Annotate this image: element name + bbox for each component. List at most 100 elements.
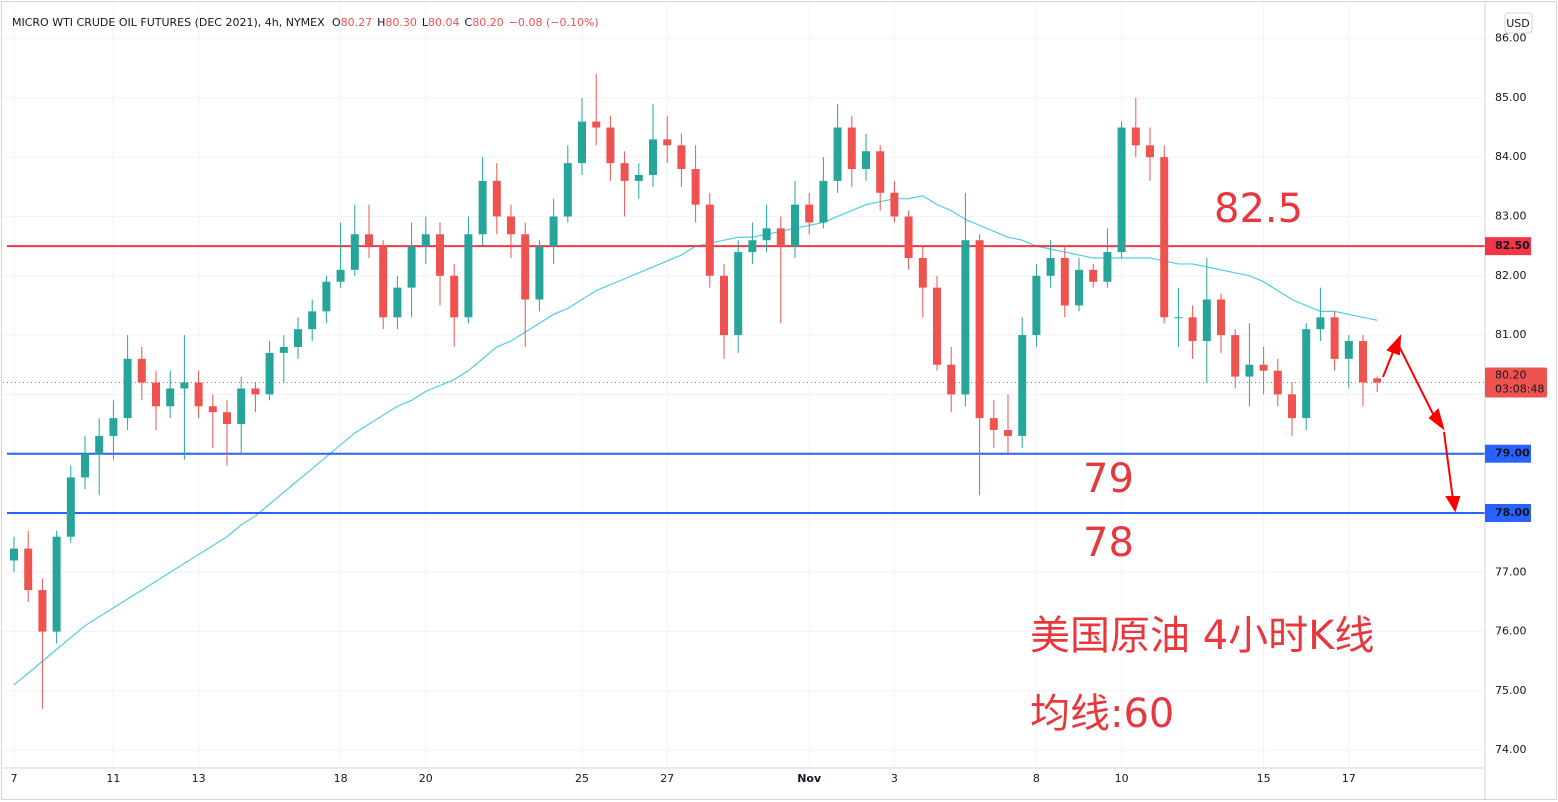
candle-body bbox=[1174, 317, 1183, 319]
arrow-head bbox=[1428, 408, 1445, 431]
currency[interactable]: USD bbox=[1506, 17, 1530, 30]
arrow-line bbox=[1443, 431, 1454, 501]
candle-body bbox=[791, 204, 799, 247]
candle-body bbox=[1117, 127, 1126, 253]
x-tick-label: 18 bbox=[334, 772, 348, 785]
candle-body bbox=[989, 418, 998, 430]
candle-body bbox=[1046, 258, 1055, 276]
candle-body bbox=[720, 275, 728, 336]
candle-body bbox=[294, 329, 302, 347]
candle-body bbox=[95, 435, 104, 454]
candle-body bbox=[109, 418, 118, 436]
candle-body bbox=[1075, 269, 1083, 306]
annotation: 均线:60 bbox=[1030, 691, 1174, 737]
candle-body bbox=[350, 234, 359, 270]
annotation: 82.5 bbox=[1214, 186, 1303, 232]
candle-body bbox=[52, 536, 61, 632]
l-label: L bbox=[422, 16, 429, 29]
candle-body bbox=[876, 151, 885, 193]
candle-body bbox=[578, 121, 586, 164]
candle-body bbox=[279, 346, 288, 353]
candle-body bbox=[24, 548, 33, 591]
candle-body bbox=[1316, 317, 1325, 330]
x-tick-label: Nov bbox=[797, 772, 822, 785]
candle-body bbox=[336, 269, 345, 282]
candle-body bbox=[961, 240, 970, 395]
candle-body bbox=[634, 174, 643, 181]
candle-body bbox=[862, 151, 870, 170]
arrows bbox=[1382, 334, 1461, 513]
level-label: 78.00 bbox=[1495, 506, 1530, 519]
l-value: 80.04 bbox=[428, 16, 460, 29]
candle-body bbox=[180, 382, 189, 389]
candle-body bbox=[407, 246, 416, 288]
level-label: 79.00 bbox=[1495, 447, 1530, 460]
x-tick-label: 20 bbox=[419, 772, 433, 785]
currency-button[interactable] bbox=[1504, 12, 1533, 34]
x-tick-label: 25 bbox=[575, 772, 589, 785]
candle-body bbox=[1273, 370, 1282, 395]
candle-body bbox=[1344, 341, 1353, 359]
x-tick-label: 13 bbox=[192, 772, 206, 785]
candle-body bbox=[123, 358, 132, 419]
candle-body bbox=[1373, 378, 1382, 383]
x-tick-label: 10 bbox=[1115, 772, 1129, 785]
candle-body bbox=[464, 234, 473, 318]
candle-body bbox=[379, 246, 388, 318]
x-tick-label: 11 bbox=[106, 772, 120, 785]
candle-body bbox=[251, 388, 260, 395]
candle-body bbox=[365, 234, 373, 247]
candle-body bbox=[194, 382, 203, 407]
candle-body bbox=[1103, 252, 1112, 282]
candle-body bbox=[10, 548, 18, 561]
candle-body bbox=[1160, 157, 1169, 318]
candle-body bbox=[549, 216, 558, 247]
x-tick-label: 27 bbox=[660, 772, 674, 785]
candle-body bbox=[705, 204, 714, 276]
candle-body bbox=[819, 180, 828, 223]
title: MICRO WTI CRUDE OIL FUTURES (DEC 2021), … bbox=[12, 16, 325, 29]
level-label-bg bbox=[1485, 444, 1531, 463]
candle-body bbox=[762, 228, 771, 241]
h-label: H bbox=[377, 16, 385, 29]
candle-body bbox=[1018, 335, 1027, 436]
symbol-title: MICRO WTI CRUDE OIL FUTURES (DEC 2021), … bbox=[12, 16, 599, 29]
o-value: 80.27 bbox=[341, 16, 373, 29]
candle-body bbox=[166, 388, 175, 407]
candle-body bbox=[620, 163, 629, 181]
candle-body bbox=[265, 352, 274, 395]
x-tick-label: 17 bbox=[1342, 772, 1356, 785]
candle-body bbox=[478, 180, 487, 235]
level-label: 82.50 bbox=[1495, 239, 1530, 252]
candle-body bbox=[1259, 364, 1268, 371]
candle-body bbox=[904, 216, 913, 258]
candle-body bbox=[1245, 364, 1254, 377]
candle-body bbox=[663, 139, 672, 146]
arrow-head bbox=[1386, 334, 1402, 356]
candle-body bbox=[223, 412, 231, 425]
h-value: 80.30 bbox=[385, 16, 417, 29]
o-label: O bbox=[332, 16, 341, 29]
y-tick-label: 75.00 bbox=[1495, 684, 1527, 697]
x-tick-label: 8 bbox=[1033, 772, 1040, 785]
candle-body bbox=[734, 252, 743, 336]
c-value: 80.20 bbox=[472, 16, 504, 29]
last-price-label: 80.20 bbox=[1495, 369, 1527, 382]
x-tick-label: 3 bbox=[891, 772, 898, 785]
y-tick-label: 84.00 bbox=[1495, 150, 1527, 163]
candle-body bbox=[322, 281, 331, 312]
candle-body bbox=[1330, 317, 1339, 359]
candle-body bbox=[393, 287, 402, 318]
candle-body bbox=[492, 180, 501, 217]
candle-body bbox=[1188, 317, 1197, 342]
level-label-bg bbox=[1485, 504, 1531, 522]
y-tick-label: 77.00 bbox=[1495, 565, 1527, 578]
y-tick-label: 85.00 bbox=[1495, 91, 1527, 104]
candle-body bbox=[308, 311, 317, 330]
candle-body bbox=[563, 163, 572, 217]
arrow-head bbox=[1445, 496, 1461, 513]
candle-body bbox=[450, 275, 459, 318]
candle-body bbox=[66, 477, 75, 537]
candle-body bbox=[1202, 299, 1211, 342]
